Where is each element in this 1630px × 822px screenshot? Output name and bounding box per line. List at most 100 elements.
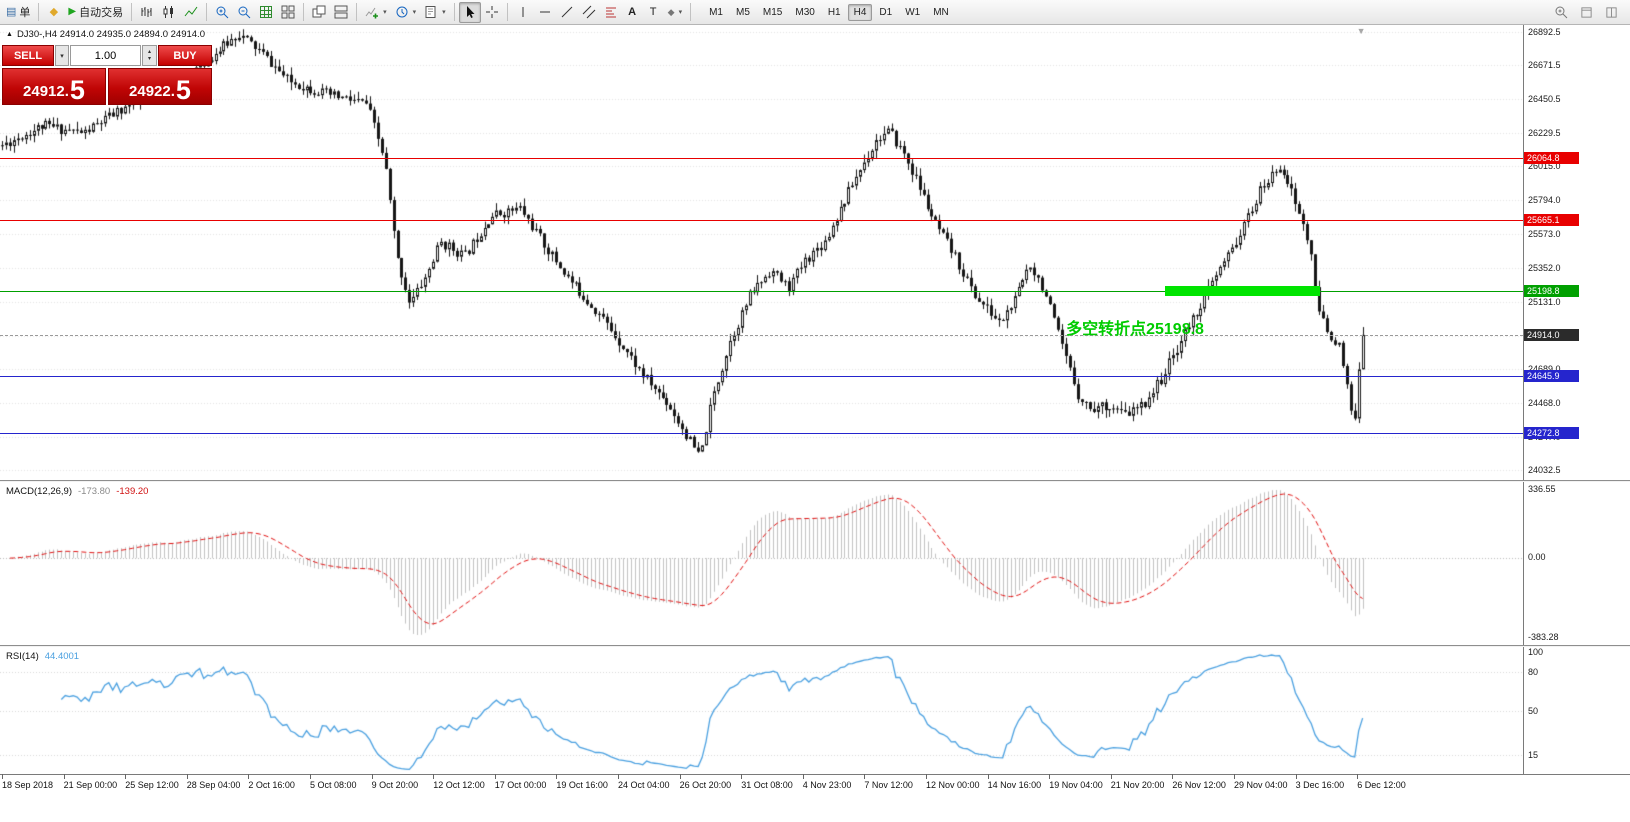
chevron-down-icon: ▾	[412, 9, 417, 16]
volume-input[interactable]	[71, 46, 140, 65]
candlestick-chart-button[interactable]	[158, 2, 180, 23]
fibonacci-icon	[604, 5, 618, 19]
periods-button[interactable]: ▾	[391, 2, 421, 23]
toolbar-separator	[206, 3, 208, 21]
order-icon: ▤	[6, 5, 17, 18]
macd-chart[interactable]	[0, 482, 1523, 645]
window-icon	[1580, 6, 1593, 19]
window-button-2[interactable]	[1601, 2, 1622, 23]
window-button[interactable]	[1576, 2, 1597, 23]
timeframe-button-d1[interactable]: D1	[879, 6, 893, 18]
zoom-in-button[interactable]	[211, 2, 233, 23]
zoom-out-icon	[237, 5, 251, 19]
buy-price-main: 24922.	[129, 83, 175, 101]
timeframe-button-m15[interactable]: M15	[762, 6, 783, 18]
price-axis[interactable]: 26892.5 26671.5 26450.5 26229.5 26015.0 25794…	[1523, 25, 1630, 480]
autotrade-button[interactable]: ▶ 自动交易	[64, 2, 127, 23]
volume-preset-button[interactable]: ▾	[55, 45, 69, 66]
vertical-line-tool-button[interactable]	[512, 2, 534, 23]
chevron-down-icon: ▾	[60, 52, 64, 60]
time-axis-label: 24 Oct 04:00	[618, 774, 670, 790]
indicator-axis-label: 0.00	[1528, 552, 1546, 563]
macd-axis[interactable]: 336.55 0.00 -383.28	[1523, 482, 1630, 645]
new-order-button[interactable]: ▤ 单	[2, 2, 34, 23]
tile-windows-button[interactable]	[277, 2, 299, 23]
shapes-tool-button[interactable]: ◆ ▾	[664, 2, 686, 23]
rsi-axis[interactable]: 100 80 50 15	[1523, 647, 1630, 774]
zoom-search-button[interactable]	[1550, 2, 1572, 23]
time-axis-label: 31 Oct 08:00	[741, 774, 793, 790]
price-level-badge: 24272.8	[1524, 427, 1579, 440]
label-tool-icon: T	[649, 5, 657, 18]
zoom-in-icon	[215, 5, 229, 19]
timeframe-button-h1[interactable]: H1	[827, 6, 841, 18]
candlestick-chart[interactable]	[0, 25, 1523, 480]
time-axis-label: 9 Oct 20:00	[371, 774, 419, 790]
tile-windows-icon	[281, 5, 295, 19]
new-chart-button[interactable]: ◆	[43, 2, 64, 23]
rsi-chart[interactable]	[0, 647, 1523, 774]
fibonacci-tool-button[interactable]	[600, 2, 622, 23]
price-level-badge: 25198.8	[1524, 285, 1579, 298]
trendline-icon	[560, 5, 574, 19]
bar-chart-button[interactable]	[136, 2, 158, 23]
trendline-tool-button[interactable]	[556, 2, 578, 23]
timeframe-button-m1[interactable]: M1	[709, 6, 723, 18]
price-axis-label: 26015.0	[1528, 161, 1561, 172]
toolbar-separator	[303, 3, 305, 21]
main-chart-panel: ▲ DJ30-,H4 24914.0 24935.0 24894.0 24914…	[0, 25, 1630, 480]
timeframe-button-h4[interactable]: H4	[847, 3, 873, 21]
grid-button[interactable]	[255, 2, 277, 23]
toolbar-separator	[453, 3, 455, 21]
indicator-axis-label: 80	[1528, 667, 1539, 678]
vertical-line-icon	[516, 5, 530, 19]
indicator-axis-label: 15	[1528, 749, 1539, 760]
price-axis-label: 26892.5	[1528, 26, 1561, 37]
cursor-button[interactable]	[458, 1, 481, 23]
channel-tool-button[interactable]	[578, 2, 600, 23]
time-axis-label: 4 Nov 23:00	[802, 774, 852, 790]
buy-price-display[interactable]: 24922. 5	[108, 68, 212, 105]
timeframe-button-w1[interactable]: W1	[905, 6, 921, 18]
zoom-out-button[interactable]	[233, 2, 255, 23]
horizontal-line-tool-button[interactable]	[534, 2, 556, 23]
window-icon	[1605, 6, 1618, 19]
cascade-windows-button[interactable]	[308, 2, 330, 23]
panel-resize-handle[interactable]	[0, 480, 1630, 483]
time-axis-label: 12 Nov 00:00	[926, 774, 980, 790]
indicators-button[interactable]: ▾	[361, 2, 391, 23]
new-chart-icon: ◆	[49, 5, 59, 18]
toolbar-separator	[131, 3, 133, 21]
chart-shift-marker[interactable]: ▼	[1356, 26, 1366, 36]
timeframe-button-m5[interactable]: M5	[736, 6, 750, 18]
spinner-down-icon: ▾	[147, 55, 151, 62]
grid-icon	[259, 5, 273, 19]
price-axis-label: 24689.0	[1528, 364, 1561, 374]
timeframe-button-m30[interactable]: M30	[795, 6, 815, 18]
arrange-windows-button[interactable]	[330, 2, 352, 23]
sell-price-display[interactable]: 24912. 5	[2, 68, 106, 105]
time-axis[interactable]: 18 Sep 2018 21 Sep 00:00 25 Sep 12:00 28 Se…	[0, 774, 1630, 822]
turning-point-annotation[interactable]: 多空转折点25198.8	[1066, 321, 1204, 339]
volume-spinner[interactable]: ▴ ▾	[142, 45, 157, 66]
toolbar: ▤ 单 ◆ ▶ 自动交易 ▾ ▾ ▾ A	[0, 0, 1630, 25]
price-axis-label: 25573.0	[1528, 228, 1561, 239]
text-tool-button[interactable]: A	[622, 2, 643, 23]
line-chart-button[interactable]	[180, 2, 202, 23]
buy-button[interactable]: BUY	[158, 45, 212, 66]
time-axis-label: 26 Oct 20:00	[679, 774, 732, 790]
panel-resize-handle[interactable]	[0, 645, 1630, 648]
timeframe-button-mn[interactable]: MN	[933, 6, 949, 18]
price-axis-label: 26450.5	[1528, 94, 1561, 105]
label-tool-button[interactable]: T	[643, 2, 664, 23]
sell-button[interactable]: SELL	[2, 45, 54, 66]
price-axis-label: 25352.0	[1528, 262, 1561, 273]
rsi-value: 44.4001	[44, 651, 80, 662]
crosshair-button[interactable]	[481, 2, 503, 23]
macd-label: MACD(12,26,9) -173.80 -139.20	[6, 486, 148, 497]
time-axis-label: 21 Nov 20:00	[1110, 774, 1165, 790]
chevron-down-icon: ▾	[442, 9, 446, 16]
indicator-add-icon	[365, 5, 379, 19]
templates-button[interactable]: ▾	[420, 2, 450, 23]
